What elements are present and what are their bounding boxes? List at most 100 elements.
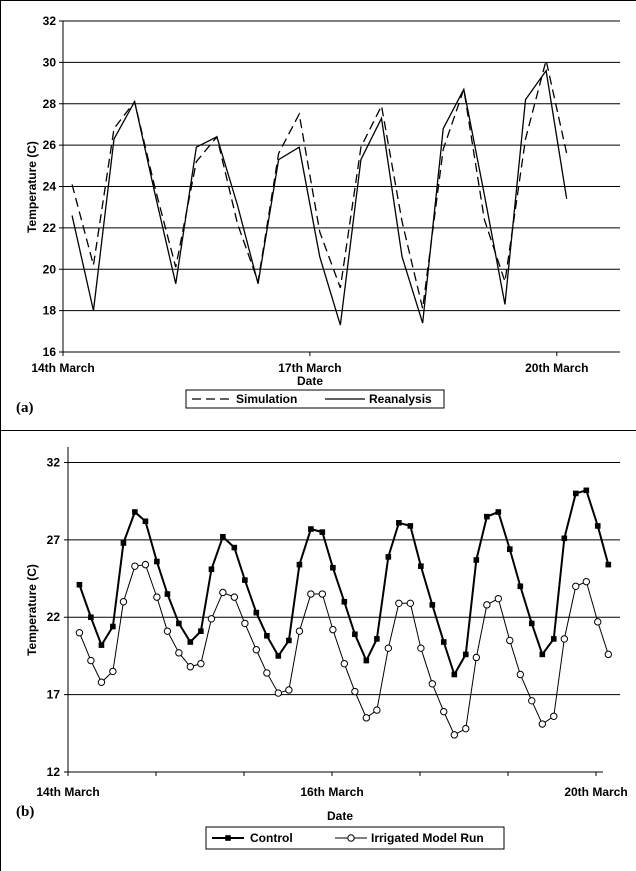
y-tick-label-a: 32 <box>43 14 57 28</box>
data-point-irrigated <box>274 689 283 697</box>
data-point-control <box>550 636 557 642</box>
data-point-control <box>352 631 358 638</box>
data-point-irrigated <box>362 714 371 722</box>
data-point-control <box>385 554 392 560</box>
data-point-irrigated <box>428 680 437 688</box>
y-tick-label-a: 16 <box>43 345 57 359</box>
data-point-control <box>572 490 579 497</box>
data-point-control <box>583 487 590 494</box>
data-point-irrigated <box>163 627 172 635</box>
panel-label-a: (a) <box>16 400 34 416</box>
y-tick-label-a: 30 <box>43 55 57 69</box>
data-point-control <box>594 523 601 529</box>
data-point-irrigated <box>252 646 261 654</box>
x-tick-label-b: 20th March <box>564 785 627 799</box>
data-point-control <box>407 523 414 529</box>
data-point-control <box>484 513 490 520</box>
y-tick-label-a: 18 <box>43 304 57 318</box>
y-tick-label-b: 22 <box>47 610 61 624</box>
data-point-control <box>253 609 260 616</box>
data-point-control <box>517 583 524 590</box>
data-point-control <box>154 558 160 565</box>
data-point-irrigated <box>87 656 95 665</box>
data-point-irrigated <box>506 636 514 645</box>
data-point-control <box>308 526 314 532</box>
x-axis-title-b: Date <box>327 809 353 823</box>
data-point-irrigated <box>75 629 84 637</box>
data-point-control <box>98 642 105 648</box>
data-point-irrigated <box>175 649 183 657</box>
data-point-irrigated <box>462 724 470 733</box>
data-point-control <box>451 671 458 678</box>
data-point-control <box>275 653 282 659</box>
data-point-control <box>187 639 194 645</box>
data-point-control <box>528 620 535 627</box>
data-point-control <box>363 657 370 664</box>
data-point-irrigated <box>440 707 448 716</box>
data-point-irrigated <box>450 731 459 739</box>
data-point-irrigated <box>395 599 403 608</box>
data-point-control <box>418 563 424 569</box>
data-point-irrigated <box>219 588 227 597</box>
data-point-control <box>142 518 149 525</box>
data-point-irrigated <box>131 562 139 570</box>
data-point-irrigated <box>594 618 602 626</box>
data-point-irrigated <box>528 697 536 705</box>
data-point-control <box>396 520 402 526</box>
data-point-control <box>473 557 480 563</box>
y-tick-label-a: 26 <box>43 138 57 152</box>
data-point-control <box>198 628 204 634</box>
data-point-irrigated <box>516 670 525 679</box>
y-tick-label-a: 22 <box>43 221 57 235</box>
x-axis-title-a: Date <box>297 374 323 388</box>
data-point-irrigated <box>119 598 128 606</box>
data-point-control <box>208 566 215 573</box>
y-tick-label-b: 17 <box>47 688 61 702</box>
data-point-irrigated <box>318 590 327 598</box>
data-point-irrigated <box>472 653 481 662</box>
y-axis-title-b: Temperature (C) <box>25 564 39 656</box>
y-tick-label-b: 27 <box>47 533 61 547</box>
series-line-reanalysis <box>71 68 568 326</box>
data-point-irrigated <box>582 577 591 586</box>
data-point-irrigated <box>538 720 547 728</box>
data-point-irrigated <box>406 599 415 608</box>
data-point-irrigated <box>285 686 293 694</box>
data-point-irrigated <box>153 593 161 601</box>
data-point-control <box>88 614 94 621</box>
data-point-irrigated <box>97 678 106 686</box>
y-axis-title-a: Temperature (C) <box>25 141 39 233</box>
data-point-irrigated <box>417 644 425 652</box>
data-point-control <box>231 544 238 551</box>
data-point-control <box>242 577 248 583</box>
x-tick-label-a: 17th March <box>278 361 341 375</box>
legend-box-a <box>185 389 445 409</box>
data-point-control <box>132 509 138 515</box>
data-point-control <box>120 540 127 546</box>
data-point-irrigated <box>263 669 271 677</box>
data-point-irrigated <box>483 601 491 609</box>
x-tick-label-a: 20th March <box>525 361 588 375</box>
data-point-control <box>176 620 182 627</box>
data-point-control <box>330 564 336 571</box>
data-point-control <box>495 509 502 515</box>
series-line-irrigated <box>78 564 609 736</box>
data-point-control <box>506 546 513 552</box>
data-point-irrigated <box>186 663 195 671</box>
data-point-irrigated <box>109 667 117 676</box>
legend-swatch-control-marker <box>225 835 231 841</box>
data-point-control <box>561 535 568 542</box>
data-point-irrigated <box>494 594 503 603</box>
data-point-irrigated <box>141 560 150 569</box>
data-point-irrigated <box>560 635 569 643</box>
y-tick-label-a: 28 <box>43 97 57 111</box>
data-point-irrigated <box>604 650 613 659</box>
data-point-control <box>462 651 469 658</box>
panel-label-b: (b) <box>16 804 34 820</box>
data-point-control <box>296 561 303 568</box>
data-point-control <box>264 633 270 639</box>
legend-label-irrigated: Irrigated Model Run <box>371 831 484 845</box>
data-point-control <box>110 623 116 630</box>
legend-label-reanalysis: Reanalysis <box>369 392 432 406</box>
data-point-control <box>76 581 83 588</box>
